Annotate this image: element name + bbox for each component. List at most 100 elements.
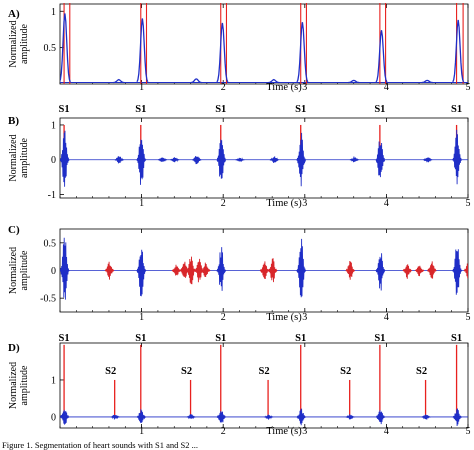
y-tick-label: 0	[51, 155, 56, 166]
s1-marker: S1	[451, 333, 462, 344]
y-tick-label: 0.5	[44, 43, 57, 54]
signal-burst	[345, 260, 356, 280]
signal-burst	[170, 157, 180, 163]
signal-burst	[110, 414, 120, 420]
signal-burst	[402, 264, 413, 279]
s1-marker: S1	[135, 104, 146, 115]
signal-burst	[157, 157, 168, 162]
x-tick-label: 2	[221, 312, 226, 323]
s1-marker: S1	[374, 333, 385, 344]
x-tick-label: 4	[384, 426, 389, 437]
envelope-peak	[268, 78, 280, 84]
signal-burst	[136, 409, 147, 423]
x-tick-label: 2	[221, 426, 226, 437]
panel-label: B)	[8, 115, 19, 127]
y-axis-label: amplitude	[19, 137, 30, 178]
x-axis-label: Time (s)	[266, 312, 302, 323]
y-tick-label: 0	[51, 412, 56, 423]
signal-burst	[171, 264, 182, 276]
panel-label: D)	[8, 342, 20, 354]
envelope-peak	[348, 79, 360, 84]
plot-frame	[59, 342, 469, 429]
y-tick-label: 0.5	[44, 238, 57, 249]
x-tick-label: 3	[302, 82, 307, 93]
signal-burst	[463, 263, 468, 279]
x-tick-label: 5	[466, 426, 471, 437]
x-tick-label: 4	[384, 198, 389, 209]
s1-marker: S1	[295, 333, 306, 344]
x-tick-label: 4	[384, 312, 389, 323]
signal-burst	[186, 256, 197, 285]
envelope-peak	[136, 18, 149, 83]
signal-burst	[259, 261, 270, 280]
x-tick-label: 1	[139, 426, 144, 437]
x-tick-label: 5	[466, 82, 471, 93]
plot-area	[60, 124, 468, 187]
s2-marker: S2	[340, 366, 351, 377]
signal-burst	[216, 247, 227, 291]
signal-burst	[296, 408, 307, 426]
plot-area	[60, 344, 468, 427]
y-axis-label: amplitude	[19, 250, 30, 291]
s1-marker: S1	[215, 333, 226, 344]
s1-marker: S1	[451, 104, 462, 115]
s1-marker: S1	[135, 333, 146, 344]
x-tick-label: 2	[221, 198, 226, 209]
envelope-peak	[190, 78, 202, 84]
x-tick-label: 1	[139, 82, 144, 93]
envelope-peak	[113, 78, 125, 84]
y-tick-label: 1	[51, 7, 56, 18]
envelope-peak	[60, 13, 71, 83]
panel-label: A)	[8, 8, 20, 20]
signal-burst	[452, 249, 463, 295]
x-tick-label: 3	[302, 426, 307, 437]
y-tick-label: -1	[48, 190, 56, 201]
envelope-peak	[375, 30, 388, 83]
signal-burst	[186, 414, 196, 420]
x-tick-label: 5	[466, 312, 471, 323]
envelope-peak	[421, 79, 433, 84]
signal-burst	[345, 414, 355, 420]
panel-label: C)	[8, 224, 20, 236]
y-tick-label: 1	[51, 120, 56, 131]
signal-burst	[452, 408, 462, 427]
plot-frame	[59, 3, 469, 85]
signal-burst	[192, 156, 202, 165]
s2-marker: S2	[259, 366, 270, 377]
s1-marker: S1	[59, 104, 70, 115]
s1-marker: S1	[215, 104, 226, 115]
s1-marker: S1	[295, 104, 306, 115]
signal-burst	[296, 238, 307, 298]
x-tick-label: 1	[139, 198, 144, 209]
signal-burst	[269, 156, 279, 163]
signal-burst	[375, 253, 386, 291]
x-tick-label: 1	[139, 312, 144, 323]
s2-marker: S2	[181, 366, 192, 377]
x-tick-label: 5	[466, 198, 471, 209]
x-tick-label: 3	[302, 198, 307, 209]
s1-marker: S1	[374, 104, 385, 115]
s2-marker: S2	[416, 366, 427, 377]
signal-burst	[235, 157, 245, 163]
gate-series	[63, 3, 71, 84]
plot-frame	[59, 117, 469, 199]
envelope-peak	[452, 19, 465, 83]
y-axis-label: Normalized	[8, 134, 19, 181]
signal-burst	[136, 139, 147, 185]
envelope-peak	[296, 22, 309, 83]
envelope-peak	[216, 22, 229, 83]
x-tick-label: 4	[384, 82, 389, 93]
x-axis-label: Time (s)	[266, 82, 302, 93]
figure-caption: Figure 1. Segmentation of heart sounds w…	[2, 440, 198, 450]
signal-burst	[375, 141, 386, 178]
signal-burst	[136, 249, 147, 297]
signal-burst	[60, 409, 70, 425]
signal-burst	[414, 265, 425, 277]
x-tick-label: 3	[302, 312, 307, 323]
signal-burst	[263, 414, 274, 420]
y-axis-label: amplitude	[19, 23, 30, 64]
signal-burst	[216, 139, 227, 179]
y-axis-label: Normalized	[8, 20, 19, 67]
signal-burst	[104, 261, 115, 280]
